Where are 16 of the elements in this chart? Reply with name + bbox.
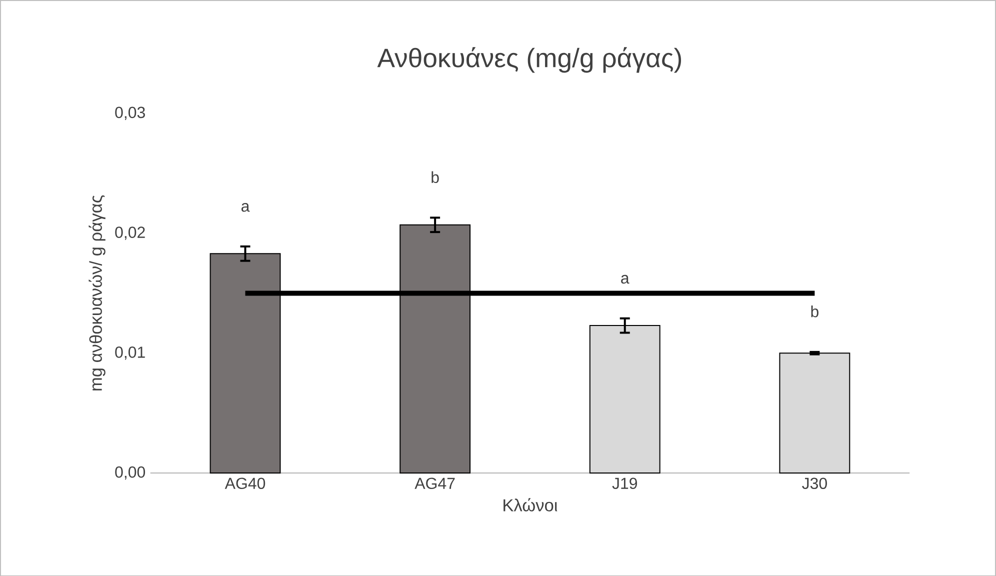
x-axis-title: Κλώνοι <box>504 498 558 512</box>
x-tick-label: AG40 <box>224 478 266 489</box>
y-tick-label: 0,00 <box>115 466 146 480</box>
y-tick-label: 0,03 <box>115 106 145 120</box>
chart-title: Ανθοκυάνες (mg/g ράγας) <box>377 46 682 73</box>
bar <box>779 352 850 474</box>
annotation: b <box>811 305 818 318</box>
x-tick-label: J19 <box>612 478 637 489</box>
y-axis-title: mg ανθοκυανών/ g ράγας <box>88 195 106 390</box>
y-tick-label: 0,02 <box>115 226 145 240</box>
y-tick-label: 0,01 <box>115 346 145 360</box>
annotation: a <box>241 202 250 212</box>
annotation: a <box>621 274 630 284</box>
annotation: b <box>432 171 439 183</box>
x-tick-label: AG47 <box>414 478 455 489</box>
x-tick-label: J30 <box>802 478 827 489</box>
